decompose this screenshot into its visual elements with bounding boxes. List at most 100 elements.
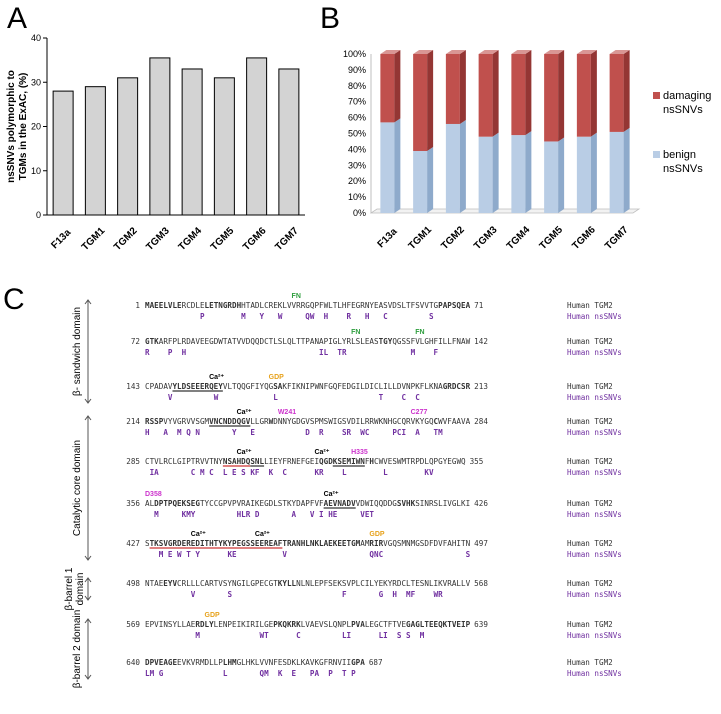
x-tick-label: TGM5 bbox=[209, 225, 237, 253]
panel-b-label: B bbox=[320, 2, 341, 35]
seq-segment: TYCCGPVPVRAIKEGDLSTKYDAPFVF bbox=[200, 499, 324, 508]
snv-residue: H bbox=[328, 510, 333, 519]
x-tick-label: TGM2 bbox=[112, 225, 140, 253]
snv-residue: E bbox=[250, 428, 255, 437]
row-label-human-tgm2: Human TGM2 bbox=[567, 457, 613, 466]
bar-benign-side bbox=[623, 127, 630, 213]
seq-segment: EPVINSYLLAE bbox=[145, 620, 196, 629]
x-tick-label: F13a bbox=[49, 227, 73, 251]
seq-segment: KSEMIWN bbox=[333, 457, 365, 466]
bar-benign-side bbox=[558, 137, 565, 213]
bar-damaging-top bbox=[511, 50, 532, 54]
site-annotation: Ca²⁺ bbox=[191, 531, 206, 538]
seq-end: 213 bbox=[474, 382, 488, 391]
snv-residue: K bbox=[314, 468, 319, 477]
y-tick-label: 20% bbox=[348, 176, 366, 186]
snv-residue: G bbox=[379, 590, 384, 599]
snv-residue: M bbox=[420, 631, 425, 640]
floor bbox=[369, 208, 641, 214]
seq-segment: H bbox=[369, 457, 374, 466]
y-tick-label: 60% bbox=[348, 113, 366, 123]
seq-segment: MAEELVLE bbox=[145, 301, 182, 310]
bar-damaging-side bbox=[525, 50, 532, 136]
seq-segment: LEGCTFTVE bbox=[365, 620, 407, 629]
snv-residue: R bbox=[145, 348, 150, 357]
domain-arrow-bottom bbox=[84, 595, 92, 601]
snv-residue: R bbox=[246, 510, 251, 519]
snv-residue: A bbox=[163, 428, 168, 437]
row-label-human-nssnvs: Human nsSNVs bbox=[567, 348, 622, 357]
snv-residue: V bbox=[310, 510, 315, 519]
domain-label: β-barrel 1 bbox=[64, 567, 75, 610]
seq-segment: EYV bbox=[163, 579, 177, 588]
snv-residue: T bbox=[186, 550, 191, 559]
snv-residue: S bbox=[227, 590, 232, 599]
seq-segment: LIEYFRNEFGEI bbox=[264, 457, 319, 466]
snv-residue: H bbox=[365, 312, 370, 321]
snv-residue: I bbox=[347, 631, 352, 640]
snv-residue: T bbox=[434, 428, 439, 437]
snv-residue: T bbox=[264, 631, 269, 640]
bar bbox=[181, 68, 203, 216]
seq-segment: RCDLE bbox=[182, 301, 205, 310]
row-label-human-tgm2: Human TGM2 bbox=[567, 658, 613, 667]
panel-c-label: C bbox=[3, 283, 25, 316]
snv-residue: L bbox=[145, 669, 150, 678]
snv-residue: W bbox=[177, 550, 182, 559]
row-label-human-nssnvs: Human nsSNVs bbox=[567, 631, 622, 640]
seq-segment: CPADAV bbox=[145, 382, 173, 391]
row-label-human-tgm2: Human TGM2 bbox=[567, 499, 613, 508]
seq-segment: PKQKRK bbox=[273, 620, 301, 629]
bar bbox=[246, 57, 268, 216]
row-label-human-nssnvs: Human nsSNVs bbox=[567, 510, 622, 519]
snv-residue: N bbox=[374, 550, 379, 559]
seq-segment: SINRSLIVGLKI bbox=[415, 499, 470, 508]
snv-residue: E bbox=[365, 510, 370, 519]
bar-damaging-side bbox=[394, 50, 401, 123]
y-axis-label-line1: nsSNVs polymorphic to bbox=[6, 70, 17, 183]
bar-benign bbox=[576, 136, 591, 213]
seq-end: 284 bbox=[474, 417, 488, 426]
bar-damaging-top bbox=[445, 50, 466, 54]
snv-residue: C bbox=[415, 393, 420, 402]
snv-residue: F bbox=[342, 590, 347, 599]
x-tick-label: TGM3 bbox=[144, 225, 172, 253]
snv-residue: L bbox=[379, 631, 384, 640]
seq-segment: RIR bbox=[369, 539, 383, 548]
y-tick-label: 0 bbox=[36, 210, 41, 220]
row-label-human-nssnvs: Human nsSNVs bbox=[567, 312, 622, 321]
seq-segment: PVA bbox=[351, 620, 365, 629]
bar-damaging-top bbox=[413, 50, 434, 54]
snv-residue: R bbox=[342, 348, 347, 357]
snv-residue: V bbox=[429, 468, 434, 477]
snv-residue: A bbox=[314, 669, 319, 678]
snv-residue: C bbox=[401, 393, 406, 402]
snv-residue: M bbox=[177, 428, 182, 437]
seq-segment: GPA bbox=[351, 658, 365, 667]
site-annotation: FN bbox=[351, 329, 360, 336]
bar-benign-side bbox=[459, 119, 466, 213]
snv-residue: W bbox=[360, 428, 365, 437]
domain-arrow-top bbox=[84, 299, 92, 305]
snv-residue: T bbox=[369, 510, 374, 519]
x-tick-label: TGM2 bbox=[439, 224, 467, 252]
snv-residue: H bbox=[145, 428, 150, 437]
snv-residue: W bbox=[434, 590, 439, 599]
snv-residue: W bbox=[278, 312, 283, 321]
snv-residue: S bbox=[397, 631, 402, 640]
seq-segment: DNNYGDGVSPMSWIGSVDILRRWKNHGCQRVKYGQ bbox=[273, 417, 434, 426]
bar-damaging-top bbox=[609, 50, 630, 54]
bar-benign-side bbox=[427, 146, 434, 213]
seq-end: 426 bbox=[474, 499, 488, 508]
snv-residue: M bbox=[150, 669, 155, 678]
snv-residue: P bbox=[200, 312, 205, 321]
x-tick-label: TGM6 bbox=[570, 224, 598, 252]
seq-segment: VNCNDDQGV bbox=[209, 417, 251, 426]
seq-segment: VYVGRVVSGM bbox=[163, 417, 209, 426]
snv-residue: K bbox=[250, 468, 255, 477]
snv-residue: V bbox=[191, 590, 196, 599]
snv-residue: R bbox=[319, 468, 324, 477]
snv-residue: C bbox=[383, 312, 388, 321]
bar-damaging-side bbox=[623, 50, 630, 132]
bar bbox=[278, 68, 300, 216]
